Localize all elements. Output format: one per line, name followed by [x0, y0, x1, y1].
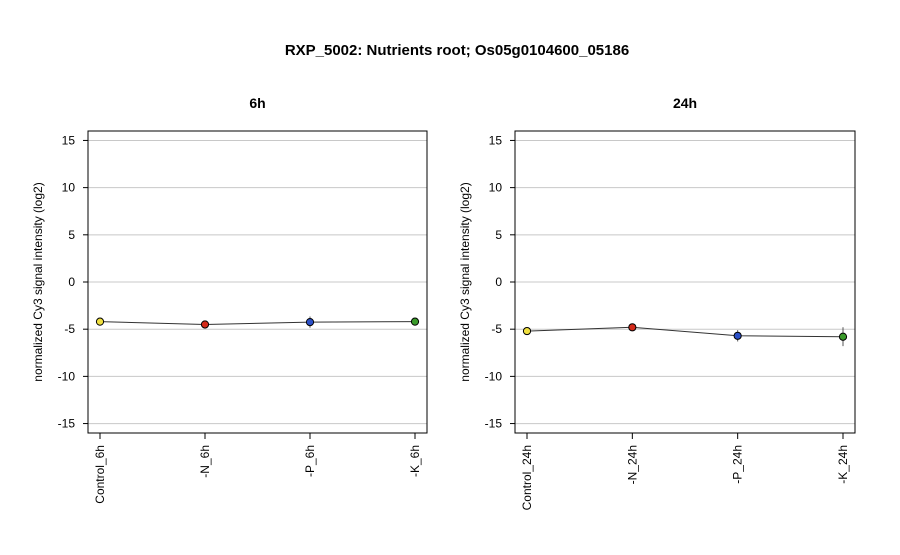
y-axis-label: normalized Cy3 signal intensity (log2)	[31, 182, 45, 381]
y-tick-label: -15	[485, 417, 503, 431]
data-point	[410, 317, 420, 326]
y-tick-label: -15	[58, 417, 76, 431]
x-tick-label: Control_6h	[93, 445, 107, 504]
x-tick-label: Control_24h	[520, 445, 534, 510]
y-tick-label: -5	[491, 322, 502, 336]
y-tick-label: 5	[495, 228, 502, 242]
series-line	[526, 326, 844, 338]
x-tick-label: -K_6h	[408, 445, 422, 477]
y-tick-label: 10	[62, 181, 76, 195]
x-tick-label: -K_24h	[836, 445, 850, 484]
series-line	[99, 321, 416, 325]
y-tick-label: 15	[62, 133, 76, 147]
chart-panel-1: 6h 15 10 5 0 -5 -10 -15 normalized Cy3 signal in…	[31, 95, 428, 504]
panel-title: 6h	[249, 95, 265, 111]
y-tick-label: 0	[495, 275, 502, 289]
y-tick-label: 0	[68, 275, 75, 289]
data-point	[95, 317, 105, 326]
y-axis-label: normalized Cy3 signal intensity (log2)	[458, 182, 472, 381]
panel-title: 24h	[673, 95, 697, 111]
y-tick-label: -5	[64, 322, 75, 336]
data-point	[305, 318, 315, 327]
chart-panel-2: 24h 15 10 5 0 -5 -10 -15 normalized Cy3 signal i…	[458, 95, 856, 510]
data-point	[733, 331, 742, 340]
y-tick-label: -10	[485, 369, 503, 383]
y-tick-label: -10	[58, 369, 76, 383]
data-point	[628, 323, 637, 332]
data-point	[200, 320, 210, 329]
y-tick-label: 5	[68, 228, 75, 242]
x-tick-label: -N_24h	[625, 445, 639, 484]
y-tick-label: 15	[489, 133, 503, 147]
chart-panels: 6h 15 10 5 0 -5 -10 -15 normalized Cy3 signal in…	[31, 95, 856, 510]
x-tick-label: -P_6h	[303, 445, 317, 477]
data-point	[522, 326, 532, 336]
x-tick-label: -N_6h	[198, 445, 212, 478]
x-tick-label: -P_24h	[731, 445, 745, 484]
figure-title: RXP_5002: Nutrients root; Os05g0104600_0…	[285, 42, 629, 59]
data-point	[838, 332, 848, 341]
y-tick-label: 10	[489, 181, 503, 195]
